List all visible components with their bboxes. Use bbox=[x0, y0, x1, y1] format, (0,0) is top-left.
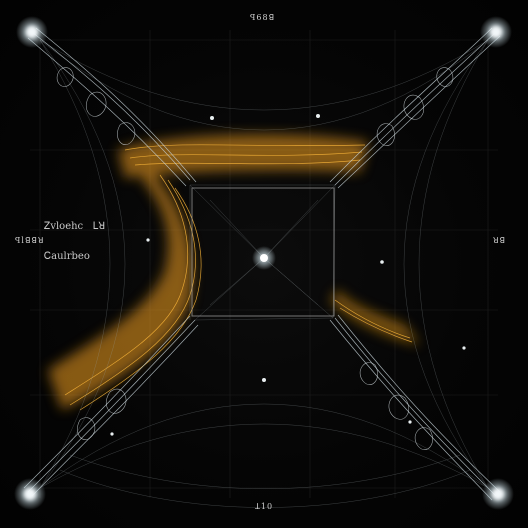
bottom-label: ꓕ10 bbox=[255, 502, 274, 511]
scattered-nodes bbox=[110, 114, 466, 436]
background-grid bbox=[30, 30, 498, 498]
inner-square bbox=[191, 187, 335, 317]
top-label: ꟼ68ꓭ bbox=[250, 13, 276, 22]
right-label: ꓤꓭ bbox=[493, 236, 507, 245]
orange-filaments bbox=[64, 144, 413, 411]
center-node bbox=[252, 246, 276, 270]
left-label: ꟼlꓭꓭꓤ bbox=[15, 236, 45, 245]
scribble-label: Ꮓvloehc ꓡꓤ Ꮯaulrbeo bbox=[44, 202, 105, 282]
curly-bundles bbox=[56, 67, 454, 450]
scribble-line-2: Ꮯaulrbeo bbox=[44, 251, 90, 262]
corner-nodes bbox=[14, 16, 514, 510]
scribble-line-1: Ꮓvloehc ꓡꓤ bbox=[44, 221, 106, 232]
web-lines bbox=[39, 39, 489, 508]
